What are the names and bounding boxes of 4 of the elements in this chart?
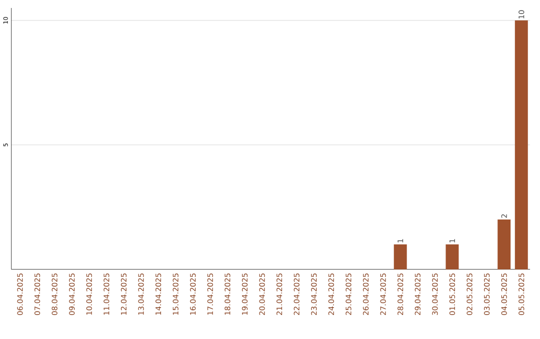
bar (394, 244, 407, 270)
bar (498, 219, 511, 270)
bar (446, 244, 459, 270)
bar (514, 20, 528, 270)
